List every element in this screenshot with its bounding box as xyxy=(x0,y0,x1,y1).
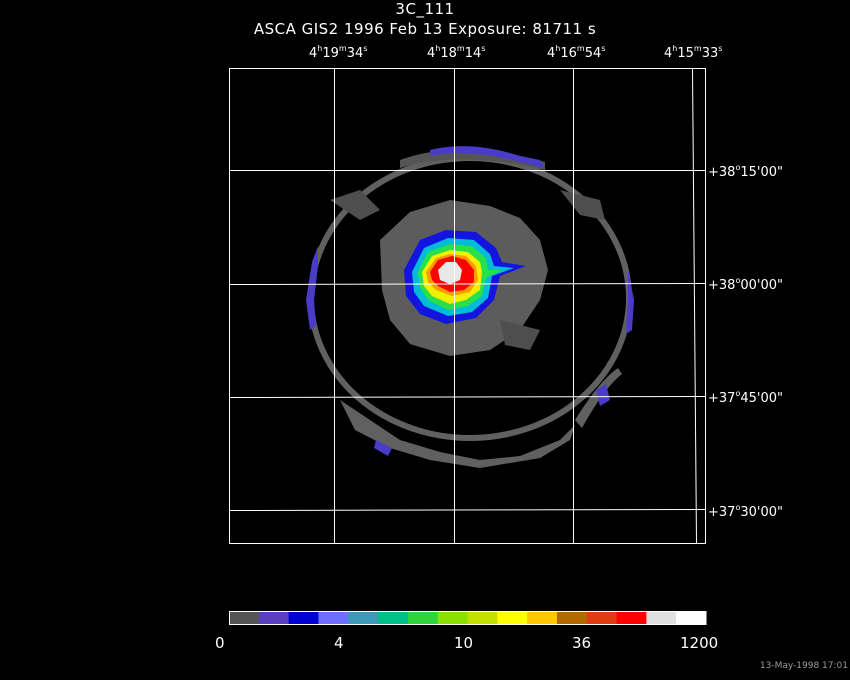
dec-tick-label-4: +37o30'00" xyxy=(708,503,784,520)
colorbar-label-0: 0 xyxy=(215,634,225,652)
dec-tick-label-2: +38o00'00" xyxy=(708,276,784,293)
dec-tick-label-1: +38o15'00" xyxy=(708,163,784,180)
ring-edge-right-blue xyxy=(626,270,634,334)
grid-ra-4 xyxy=(692,67,697,544)
colorbar-swatch xyxy=(348,611,379,625)
dec-tick-label-3: +37o45'00" xyxy=(708,389,784,406)
colorbar-border xyxy=(229,611,706,625)
colorbar-swatch xyxy=(527,611,558,625)
colorbar-swatch xyxy=(437,611,468,625)
colorbar-swatch xyxy=(258,611,290,625)
colorbar-swatch xyxy=(467,611,498,625)
colorbar-swatch xyxy=(616,611,647,625)
colorbar xyxy=(229,611,707,625)
ra-tick-label-1: 4h19m34s xyxy=(309,44,368,61)
colorbar-swatch xyxy=(288,611,319,625)
colorbar-label-10: 10 xyxy=(454,634,474,652)
colorbar-label-1200: 1200 xyxy=(680,634,719,652)
source-core-white xyxy=(438,262,462,284)
ring-edge-left-blue xyxy=(306,246,318,330)
ring-edge-top-blue xyxy=(430,146,545,168)
coordinate-grid xyxy=(228,67,706,544)
ring-bottom-left-blue xyxy=(374,440,392,456)
colorbar-label-36: 36 xyxy=(572,634,592,652)
image-title-info: ASCA GIS2 1996 Feb 13 Exposure: 81711 s xyxy=(253,20,597,38)
colorbar-swatch xyxy=(586,611,618,625)
colorbar-swatch xyxy=(318,611,349,625)
gis-field-of-view xyxy=(306,146,634,468)
grid-dec-3 xyxy=(228,396,706,398)
diffuse-emission-extra xyxy=(330,190,605,350)
colorbar-swatch xyxy=(676,611,707,625)
colorbar-swatch xyxy=(229,611,260,625)
image-frame xyxy=(229,68,706,544)
ra-tick-label-4: 4h15m33s xyxy=(664,44,723,61)
colorbar-label-4: 4 xyxy=(334,634,344,652)
colorbar-swatch xyxy=(378,611,409,625)
ring-bottom-left-patch xyxy=(340,400,575,468)
colorbar-swatch xyxy=(497,611,528,625)
grid-dec-4 xyxy=(228,509,706,511)
colorbar-swatch xyxy=(646,611,677,625)
grid-dec-2 xyxy=(228,283,706,285)
timestamp: 13-May-1998 17:01 xyxy=(759,661,848,671)
ra-tick-label-3: 4h16m54s xyxy=(547,44,606,61)
ring-bottom-right-blue xyxy=(596,384,610,406)
ra-tick-label-2: 4h18m14s xyxy=(427,44,486,61)
colorbar-swatch xyxy=(556,611,588,625)
image-title-object: 3C_111 xyxy=(395,0,455,18)
colorbar-swatch xyxy=(407,611,439,625)
